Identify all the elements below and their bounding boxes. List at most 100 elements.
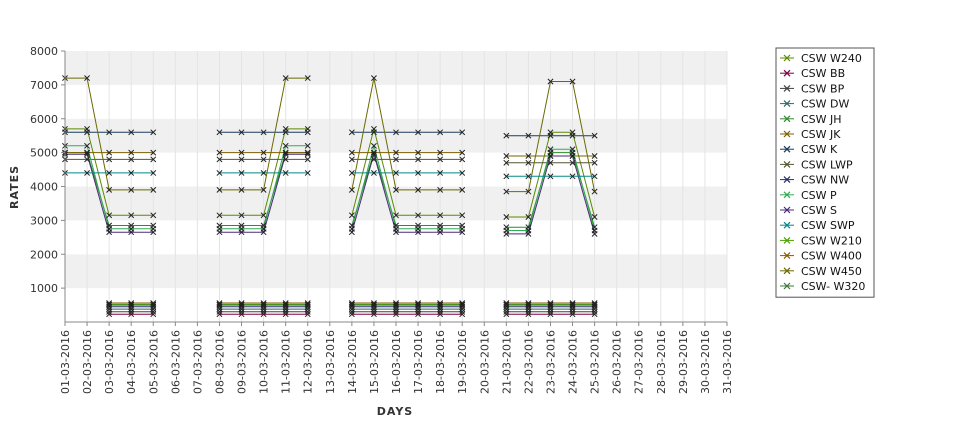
data-point-marker: [84, 75, 91, 82]
data-point-marker: [437, 300, 444, 306]
data-point-marker: [393, 229, 399, 236]
series-line: [351, 150, 463, 226]
data-point-marker: [84, 149, 91, 156]
data-point-marker: [304, 151, 311, 158]
data-point-marker: [348, 149, 355, 156]
x-tick-label: 19-03-2016: [456, 330, 469, 394]
data-point-marker: [84, 142, 91, 149]
data-point-marker: [260, 300, 267, 306]
data-point-marker: [106, 149, 113, 156]
legend-entry-label: CSW- W320: [801, 280, 865, 293]
legend-entry-label: CSW SWP: [801, 219, 855, 232]
data-point-marker: [393, 300, 399, 306]
data-point-marker: [569, 308, 576, 315]
data-point-marker: [150, 300, 157, 306]
series-line: [351, 128, 463, 216]
data-point-marker: [128, 186, 135, 193]
data-point-marker: [393, 169, 399, 176]
data-point-marker: [370, 75, 377, 82]
x-axis-label: DAYS: [377, 405, 413, 418]
data-point-marker: [150, 229, 157, 236]
data-point-marker: [525, 153, 532, 159]
x-tick-label: 15-03-2016: [368, 330, 381, 394]
data-point-marker: [238, 300, 245, 306]
legend: CSW W240 CSW BB CSW BP CSW DW CSW JH CSW JK CS…: [775, 47, 875, 298]
y-tick-label: 5000: [30, 147, 58, 160]
grid-bands: [64, 51, 728, 322]
data-point-marker: [216, 300, 223, 306]
data-point-marker: [216, 149, 223, 156]
data-point-marker: [106, 311, 113, 318]
y-tick-label: 3000: [30, 214, 58, 227]
data-point-marker: [547, 311, 554, 318]
data-point-marker: [503, 302, 510, 309]
legend-entry-label: CSW W240: [801, 52, 862, 65]
data-point-marker: [216, 156, 223, 163]
data-point-marker: [437, 302, 444, 309]
data-point-marker: [437, 186, 444, 193]
x-tick-label: 10-03-2016: [258, 330, 271, 394]
data-point-marker: [128, 212, 135, 219]
x-tick-label: 25-03-2016: [589, 330, 602, 394]
x-tick-label: 22-03-2016: [522, 330, 535, 394]
data-point-marker: [304, 142, 311, 149]
x-tick-label: 05-03-2016: [147, 330, 160, 394]
data-point-marker: [260, 186, 267, 193]
data-point-marker: [260, 169, 267, 176]
data-point-marker: [238, 186, 245, 193]
series-line: [351, 152, 463, 233]
x-tick-labels: 01-03-2016 02-03-2016 03-03-2016 04-03-2016…: [59, 322, 734, 394]
data-point-marker: [260, 212, 267, 219]
legend-swatch-marker: [783, 252, 791, 260]
data-point-marker: [304, 300, 311, 306]
x-tick-label: 01-03-2016: [59, 330, 72, 394]
data-point-marker: [128, 156, 135, 163]
data-point-marker: [150, 302, 157, 309]
legend-entry-label: CSW JH: [801, 113, 842, 126]
data-point-marker: [547, 78, 554, 85]
data-point-marker: [150, 156, 157, 163]
data-point-marker: [591, 302, 598, 309]
data-point-marker: [348, 186, 355, 193]
data-point-marker: [525, 132, 532, 139]
data-point-marker: [238, 308, 245, 315]
data-point-marker: [348, 308, 355, 315]
data-point-marker: [128, 300, 135, 306]
data-point-marker: [503, 230, 510, 237]
data-point-marker: [370, 149, 377, 156]
y-tick-labels: 1000 2000 3000 4000 5000 6000 7000 8000: [30, 45, 65, 295]
data-point-marker: [282, 129, 289, 136]
legend-entry-label: CSW LWP: [801, 158, 853, 171]
data-point-marker: [84, 151, 91, 158]
data-point-marker: [503, 188, 510, 195]
data-point-marker: [525, 308, 532, 315]
data-point-marker: [216, 302, 223, 309]
data-point-marker: [591, 311, 598, 318]
data-point-marker: [238, 156, 245, 163]
data-point-marker: [238, 311, 245, 318]
data-point-marker: [348, 169, 355, 176]
data-point-marker: [459, 186, 466, 193]
y-axis-label: RATES: [8, 165, 21, 209]
data-point-marker: [106, 156, 113, 163]
data-point-marker: [525, 159, 532, 166]
data-point-marker: [503, 153, 510, 159]
data-point-marker: [437, 156, 444, 163]
data-point-marker: [150, 149, 157, 156]
data-point-marker: [459, 229, 466, 236]
data-point-marker: [503, 300, 510, 306]
data-point-marker: [393, 156, 399, 163]
data-point-marker: [415, 149, 422, 156]
data-point-marker: [282, 169, 289, 176]
data-point-marker: [128, 229, 135, 236]
data-point-marker: [348, 156, 355, 163]
data-point-marker: [393, 302, 399, 309]
data-point-marker: [370, 151, 377, 158]
data-point-marker: [591, 300, 598, 306]
x-tick-label: 03-03-2016: [103, 330, 116, 394]
data-point-marker: [415, 169, 422, 176]
series-line: [351, 78, 463, 191]
data-point-marker: [393, 149, 399, 156]
data-point-marker: [238, 129, 245, 136]
legend-swatch-marker: [783, 267, 791, 275]
